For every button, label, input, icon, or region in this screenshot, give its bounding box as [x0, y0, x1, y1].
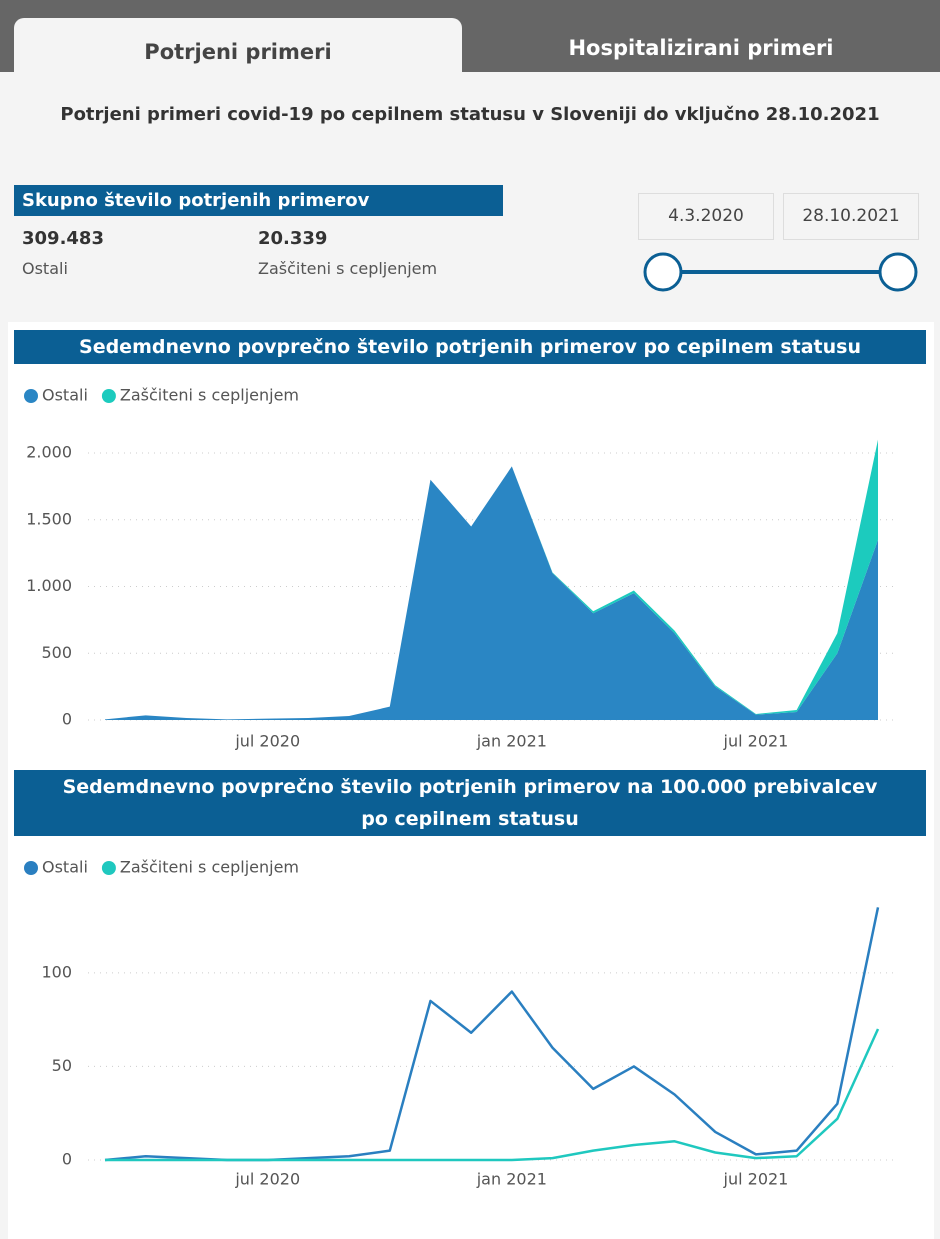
legend-marker [101, 389, 116, 403]
tab[interactable]: Hospitalizirani primeri [568, 36, 834, 60]
y-tick-label: 500 [41, 643, 72, 662]
summary-title: Skupno število potrjenih primerov [14, 185, 503, 216]
line [105, 1028, 880, 1162]
y-tick-label: 2.000 [26, 443, 72, 462]
subtitle: Potrjeni primeri covid-19 po cepilnem st… [60, 104, 880, 125]
chart-title: Sedemdnevno povprečno število potrjenih … [14, 770, 926, 836]
x-tick-label: jan 2021 [476, 1170, 547, 1189]
x-tick-label: jul 2021 [723, 732, 789, 751]
legend-marker [101, 861, 116, 875]
kpi-label: Zaščiteni s cepljenjem [258, 259, 438, 278]
x-tick-label: jul 2020 [234, 732, 300, 751]
x-tick-label: jul 2021 [723, 1170, 789, 1189]
chart: 0 50 100 jul 2020 jan 2021 jul 2021 Ostali Zašč… [24, 858, 895, 1189]
chart: 0 500 1.000 1.500 2.000 jul 2020 jan 2021 jul 2… [24, 386, 895, 751]
kpi-value: 20.339 [258, 228, 328, 249]
slider-handle[interactable] [878, 252, 918, 292]
x-tick-label: jan 2021 [476, 732, 547, 751]
area [105, 466, 878, 720]
date-end[interactable]: 28.10.2021 [783, 193, 919, 240]
y-tick-label: 1.000 [26, 576, 72, 595]
legend-label: Zaščiteni s cepljenjem [120, 858, 299, 877]
chart-title: Sedemdnevno povprečno število potrjenih … [14, 330, 926, 364]
y-tick-label: 1.500 [26, 509, 72, 528]
y-tick-label: 50 [52, 1056, 72, 1075]
y-tick-label: 0 [62, 710, 72, 729]
date-slider[interactable] [630, 250, 930, 296]
legend-label: Ostali [42, 386, 88, 405]
kpi-value: 309.483 [22, 228, 104, 249]
y-tick-label: 100 [41, 962, 72, 981]
line [104, 907, 880, 1162]
date-start[interactable]: 4.3.2020 [638, 193, 774, 240]
slider-handle[interactable] [643, 252, 683, 292]
y-tick-label: 0 [62, 1150, 72, 1169]
legend-marker [24, 389, 38, 403]
legend-label: Ostali [42, 858, 88, 877]
legend-label: Zaščiteni s cepljenjem [120, 386, 299, 405]
x-tick-label: jul 2020 [234, 1170, 300, 1189]
kpi-label: Ostali [22, 259, 68, 278]
tab[interactable]: Potrjeni primeri [14, 18, 462, 72]
legend-marker [24, 861, 38, 875]
